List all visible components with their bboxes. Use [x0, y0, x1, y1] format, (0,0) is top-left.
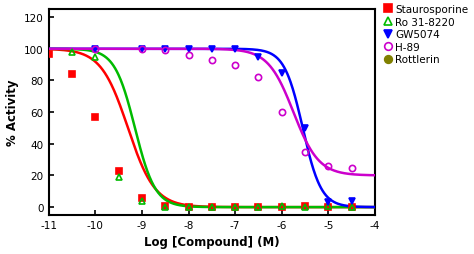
X-axis label: Log [Compound] (M): Log [Compound] (M)	[144, 235, 280, 248]
Legend: Staurosporine, Ro 31-8220, GW5074, H-89, Rottlerin: Staurosporine, Ro 31-8220, GW5074, H-89,…	[383, 5, 468, 65]
Y-axis label: % Activity: % Activity	[6, 80, 18, 146]
